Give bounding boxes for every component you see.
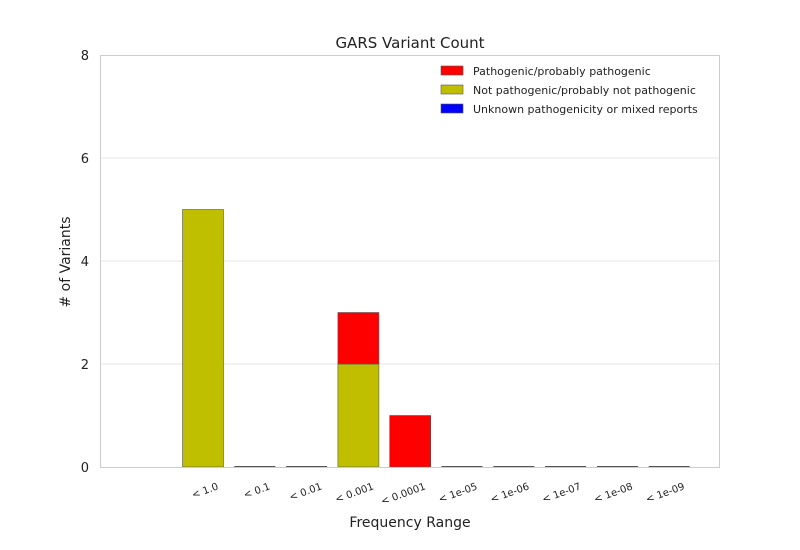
x-tick-label: < 1.0 [190,481,220,501]
bars [182,209,690,468]
x-tick-label: < 1e-07 [541,481,583,505]
bar-segment [182,209,224,468]
x-tick-label: < 0.1 [242,481,272,501]
legend-swatch [440,65,464,76]
legend-label: Pathogenic/probably pathogenic [473,65,651,78]
y-tick-labels: 0 2 4 6 8 [81,49,89,476]
legend-swatch [440,84,464,95]
bar-segment [337,363,380,468]
x-tick-label: < 1e-09 [644,481,686,505]
x-tick-labels: < 1.0 < 0.1 < 0.01 < 0.001 < 0.0001 < 1e-05 < … [190,481,686,507]
legend-label: Unknown pathogenicity or mixed reports [473,103,698,116]
x-tick-label: < 1e-08 [593,481,635,505]
y-tick-label: 8 [81,49,89,64]
legend: Pathogenic/probably pathogenic Not pathog… [440,65,698,116]
x-tick-label: < 0.01 [288,481,324,503]
plot-frame [100,55,720,468]
y-tick-label: 0 [81,461,89,476]
y-axis-label: # of Variants [58,216,74,307]
y-tick-label: 6 [81,152,89,167]
y-tick-label: 4 [81,255,89,270]
chart-title: GARS Variant Count [335,34,484,52]
x-tick-label: < 0.0001 [380,481,428,507]
bar-segment [389,415,432,468]
y-tick-label: 2 [81,358,89,373]
bar-segment [337,312,380,365]
legend-label: Not pathogenic/probably not pathogenic [473,84,696,97]
x-axis-label: Frequency Range [349,515,470,531]
x-tick-label: < 0.001 [334,481,376,505]
x-tick-label: < 1e-06 [489,481,531,505]
legend-swatch [440,103,464,114]
x-tick-label: < 1e-05 [437,481,479,505]
